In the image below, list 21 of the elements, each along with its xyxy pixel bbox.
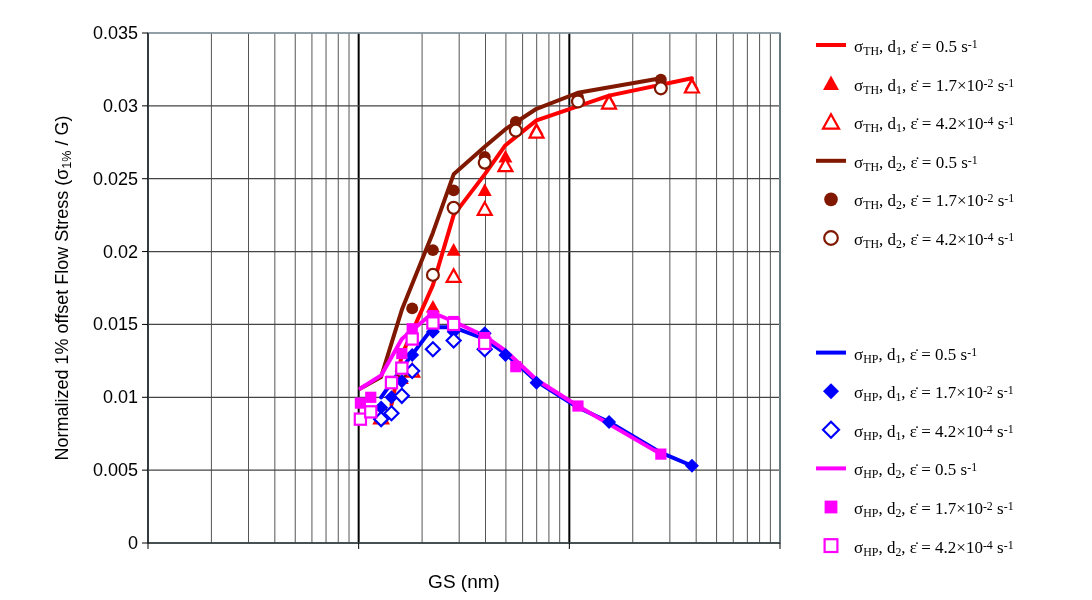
- legend-label: σ$_{HP}$, d$_{1}$, ε̇ = 0.5 s$^{-1}$: [854, 344, 978, 366]
- y-tick-label: 0.01: [102, 387, 138, 408]
- legend-label: σ$_{TH}$, d$_{1}$, ε̇ = 4.2×10$^{-4}$ s$^{-1}$: [854, 114, 1015, 136]
- x-axis-title: GS (nm): [428, 571, 500, 592]
- legend-label: σ$_{HP}$, d$_{2}$, ε̇ = 0.5 s$^{-1}$: [854, 460, 978, 482]
- y-tick-label: 0.03: [102, 95, 138, 116]
- legend-label: σ$_{TH}$, d$_{2}$, ε̇ = 4.2×10$^{-4}$ s$^{-1}$: [854, 229, 1015, 251]
- legend-label: σ$_{HP}$, d$_{1}$, ε̇ = 4.2×10$^{-4}$ s$^{-1}$: [854, 421, 1014, 443]
- legend-label: σ$_{HP}$, d$_{2}$, ε̇ = 4.2×10$^{-4}$ s$^{-1}$: [854, 537, 1014, 559]
- legend-label: σ$_{HP}$, d$_{2}$, ε̇ = 1.7×10$^{-2}$ s$^{-1}$: [854, 498, 1014, 520]
- legend-label: σ$_{TH}$, d$_{2}$, ε̇ = 0.5 s$^{-1}$: [854, 152, 978, 174]
- legend-label: σ$_{TH}$, d$_{2}$, ε̇ = 1.7×10$^{-2}$ s$^{-1}$: [854, 191, 1015, 213]
- legend-label: σ$_{HP}$, d$_{1}$, ε̇ = 1.7×10$^{-2}$ s$^{-1}$: [854, 383, 1014, 405]
- y-tick-label: 0.015: [92, 314, 138, 335]
- y-tick-label: 0.02: [102, 241, 138, 262]
- y-tick-label: 0: [127, 533, 138, 553]
- legend-label: σ$_{TH}$, d$_{1}$, ε̇ = 0.5 s$^{-1}$: [854, 36, 978, 58]
- y-tick-label: 0.025: [92, 168, 138, 189]
- legend-label: σ$_{TH}$, d$_{1}$, ε̇ = 1.7×10$^{-2}$ s$^{-1}$: [854, 75, 1015, 97]
- y-tick-label: 0.035: [92, 23, 138, 43]
- y-tick-label: 0.005: [92, 460, 138, 481]
